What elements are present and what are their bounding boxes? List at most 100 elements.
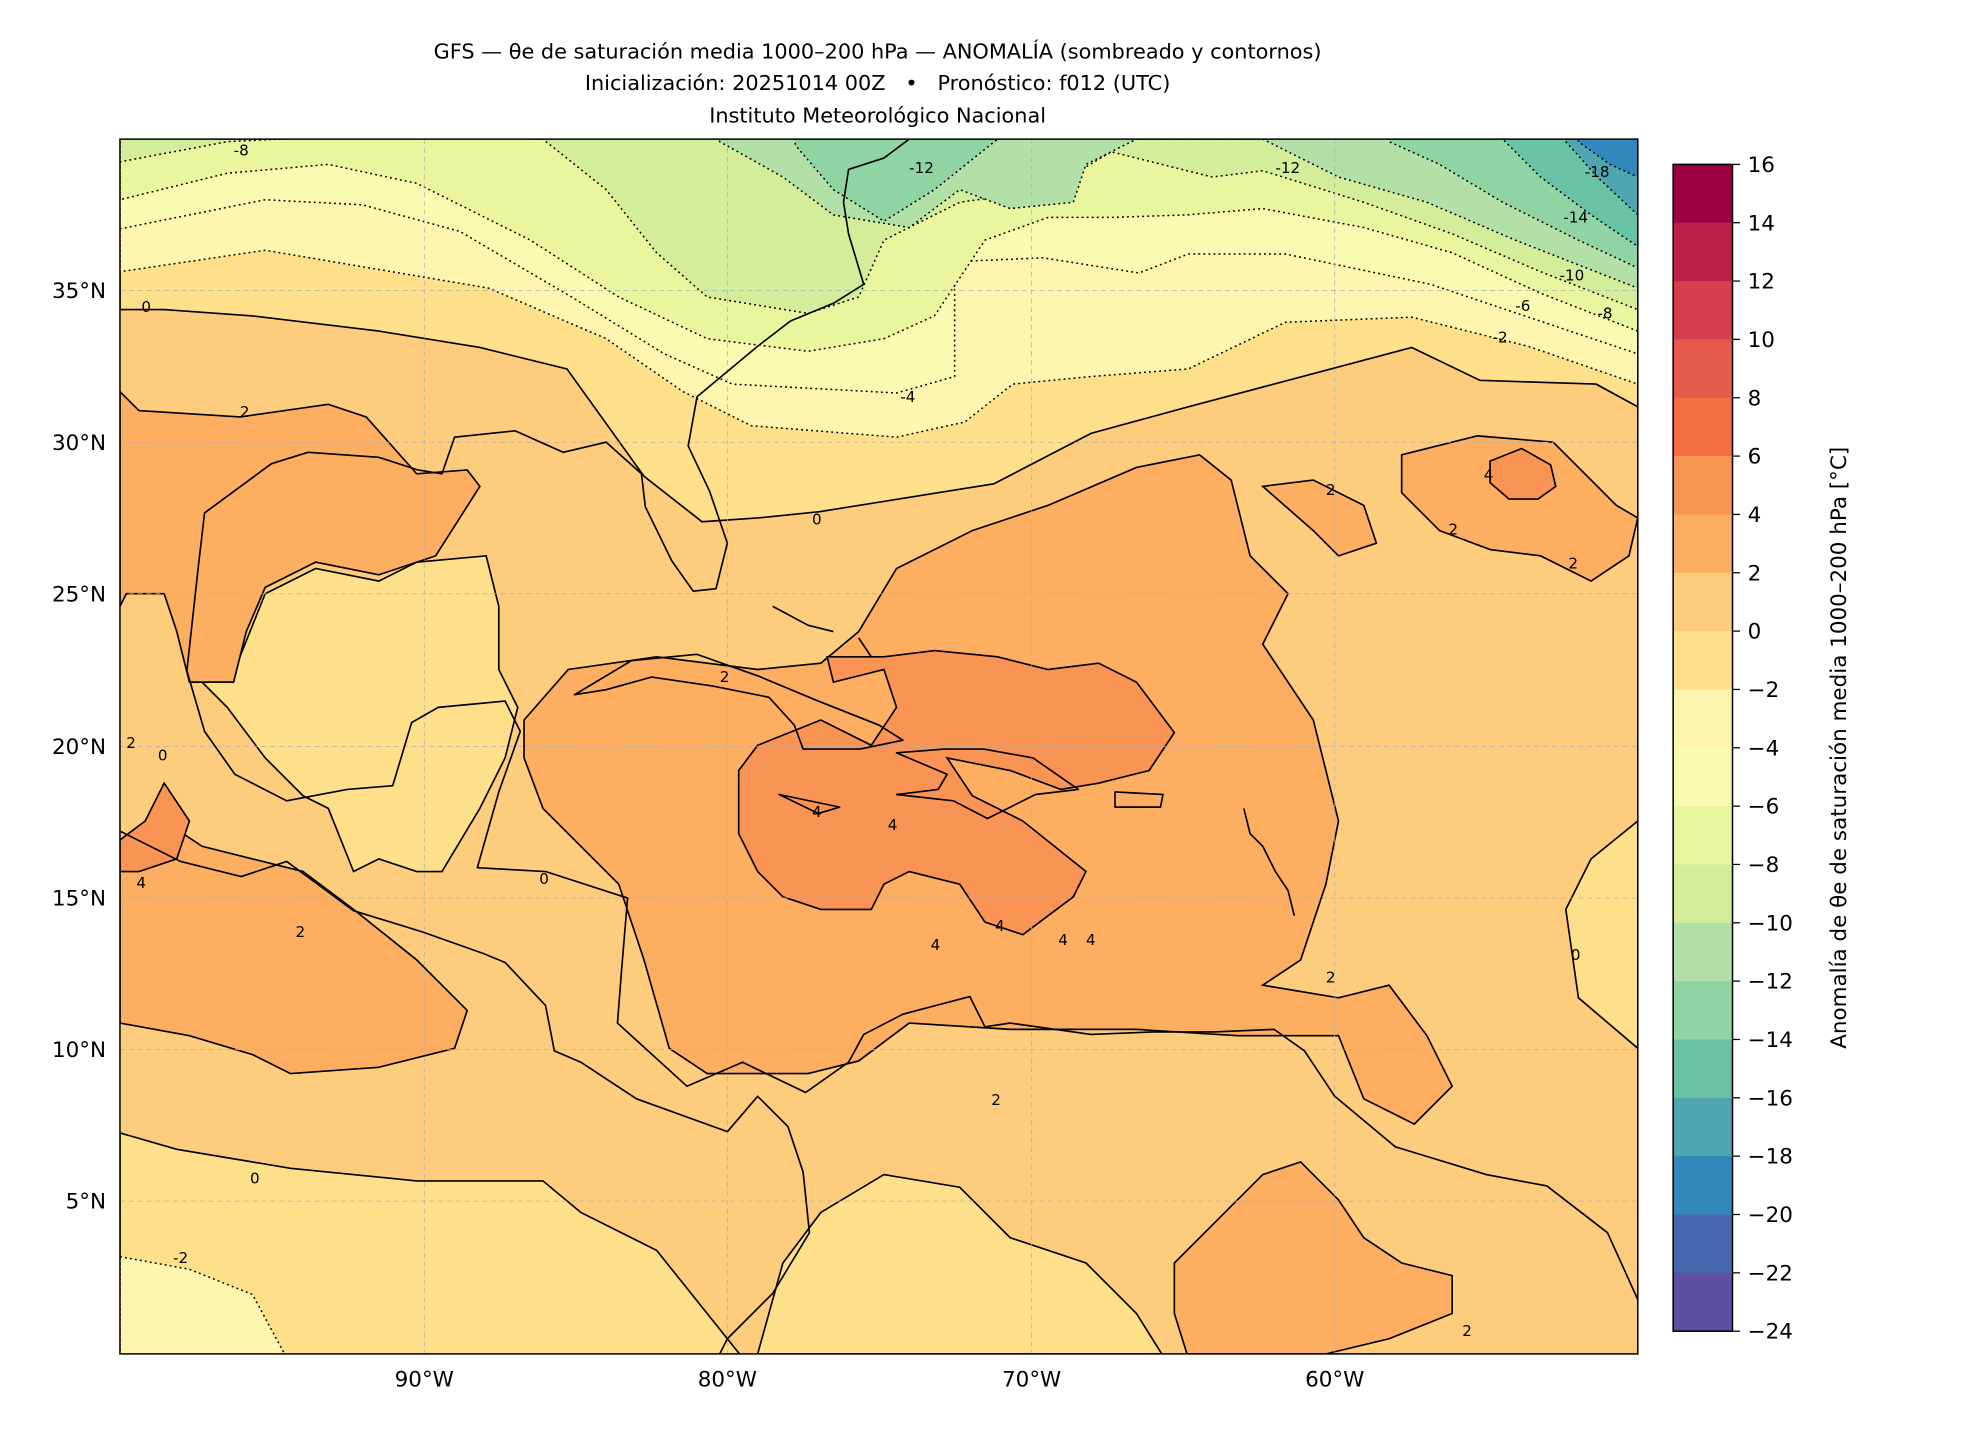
field-sw-m4-m2 <box>119 1255 286 1354</box>
contour-label: 2 <box>1462 1322 1472 1340</box>
contour-label: 0 <box>539 870 549 888</box>
contour-label: 2 <box>1326 481 1336 499</box>
colorbar-segment <box>1673 514 1733 574</box>
field-2-4-atlantic <box>1400 435 1638 583</box>
field-band-m14-m12 <box>793 139 999 223</box>
contour-label: -18 <box>1585 163 1610 181</box>
lon-tick-label: 70°W <box>1002 1368 1061 1393</box>
field-4-6-antilles <box>737 649 1176 936</box>
contour-label: 4 <box>931 936 941 954</box>
contour-label: 4 <box>1086 931 1096 949</box>
lat-tick-label: 20°N <box>52 735 106 760</box>
contour-label: 0 <box>1571 946 1581 964</box>
contour-label: -10 <box>1560 267 1585 285</box>
title-line-2: Inicialización: 20251014 00Z • Pronóstic… <box>585 71 1171 95</box>
lon-axis: 90°W 80°W 70°W 60°W <box>395 1368 1365 1393</box>
contour-label: 4 <box>812 803 822 821</box>
contour-label: 4 <box>995 917 1005 935</box>
contour-label: 2 <box>1568 554 1578 572</box>
field-4-6-atlantic <box>1489 447 1557 500</box>
colorbar-tick-label: 2 <box>1748 561 1762 586</box>
colorbar-tick-label: −16 <box>1748 1086 1793 1111</box>
contour-label: 2 <box>1448 520 1458 538</box>
map-panel[interactable]: -8 -12 -12 -18 -14 -10 -6 -8 -2 -4 0 2 0… <box>119 76 1638 1377</box>
colorbar-tick-label: −6 <box>1748 795 1780 820</box>
colorbar-segment <box>1673 981 1733 1041</box>
colorbar-tick-label: 12 <box>1748 270 1775 295</box>
colorbar-frame <box>1672 163 1734 1332</box>
field-4-6-west <box>119 781 191 873</box>
colorbar-tick-label: −8 <box>1748 853 1780 878</box>
contour-label: 2 <box>126 734 136 752</box>
colorbar-segment <box>1673 631 1733 691</box>
contour-label: -2 <box>173 1249 188 1267</box>
colorbar-segment <box>1673 1156 1733 1216</box>
colorbar-label: Anomalía de θe de saturación media 1000–… <box>1827 447 1852 1049</box>
colorbar: 16 14 12 10 8 6 4 2 0 −2 −4 −6 −8 −10 −12 −14 −16 −18 −20 −… <box>1673 153 1793 1345</box>
field-band-m10-m8 <box>119 139 1638 315</box>
field-2-4-atlantic-small <box>1260 479 1378 557</box>
lon-tick-label: 80°W <box>698 1368 757 1393</box>
colorbar-segment <box>1673 806 1733 866</box>
field-sw-m2-0 <box>119 1132 741 1354</box>
contour-label: 0 <box>141 298 151 316</box>
field-band-m20-m18 <box>1577 139 1638 178</box>
colorbar-tick-label: 4 <box>1748 503 1762 528</box>
colorbar-tick-label: 0 <box>1748 620 1762 645</box>
gridlines <box>119 139 1638 1354</box>
colorbar-segment <box>1673 281 1733 341</box>
contour-label: -6 <box>1515 297 1530 315</box>
field-2-4-gulf <box>119 390 481 683</box>
colorbar-tick-label: 8 <box>1748 386 1762 411</box>
colorbar-tick-label: −14 <box>1748 1028 1793 1053</box>
contour-label: 0 <box>812 510 822 528</box>
contour-label: -4 <box>900 388 915 406</box>
title-line-3: Instituto Meteorológico Nacional <box>709 104 1046 128</box>
lat-tick-label: 10°N <box>52 1038 106 1063</box>
contour-label: -8 <box>234 142 249 160</box>
colorbar-tick-label: −18 <box>1748 1145 1793 1170</box>
colorbar-segment <box>1673 922 1733 982</box>
lon-tick-label: 90°W <box>395 1368 454 1393</box>
colorbar-tick-label: −24 <box>1748 1320 1793 1345</box>
colorbar-segment <box>1673 689 1733 749</box>
colorbar-tick-label: −22 <box>1748 1261 1793 1286</box>
contour-label: -8 <box>1597 304 1612 322</box>
contour-label: 2 <box>1326 969 1336 987</box>
contour-label: -12 <box>909 159 934 177</box>
field-2-4-caribbean <box>523 453 1454 1126</box>
colorbar-segment <box>1673 864 1733 924</box>
colorbar-segment <box>1673 397 1733 457</box>
colorbar-tick-label: −20 <box>1748 1203 1793 1228</box>
colorbar-segment <box>1673 1039 1733 1099</box>
colorbar-segment <box>1673 1097 1733 1157</box>
colorbar-tick-label: −4 <box>1748 736 1780 761</box>
field-sa-m2-0 <box>756 1173 1163 1354</box>
field-2-4-pacific <box>119 820 469 1075</box>
contour-label: 4 <box>1484 466 1494 484</box>
colorbar-segment <box>1673 747 1733 807</box>
colorbar-tick-label: 16 <box>1748 153 1775 178</box>
lat-tick-label: 30°N <box>52 431 106 456</box>
contour-label: 0 <box>158 746 168 764</box>
contour-label: 2 <box>295 923 305 941</box>
title-line-1: GFS — θe de saturación media 1000–200 hP… <box>434 38 1322 63</box>
contour-label: 4 <box>1058 931 1068 949</box>
contour-label: -12 <box>1275 159 1300 177</box>
contour-label: 2 <box>720 668 730 686</box>
contour-label: 2 <box>991 1091 1001 1109</box>
field-2-4-south-america <box>1173 1161 1453 1354</box>
contour-label: 4 <box>136 874 146 892</box>
colorbar-segment <box>1673 456 1733 516</box>
colorbar-tick-label: −10 <box>1748 911 1793 936</box>
field-east-m2-0 <box>1564 819 1638 1050</box>
contour-label: -2 <box>1493 328 1508 346</box>
lat-tick-label: 35°N <box>52 279 106 304</box>
contour-label: 4 <box>888 816 898 834</box>
colorbar-segment <box>1673 339 1733 399</box>
colorbar-tick-label: −12 <box>1748 970 1793 995</box>
colorbar-tick-label: 6 <box>1748 445 1762 470</box>
colorbar-tick-label: 14 <box>1748 211 1775 236</box>
lat-tick-label: 25°N <box>52 582 106 607</box>
